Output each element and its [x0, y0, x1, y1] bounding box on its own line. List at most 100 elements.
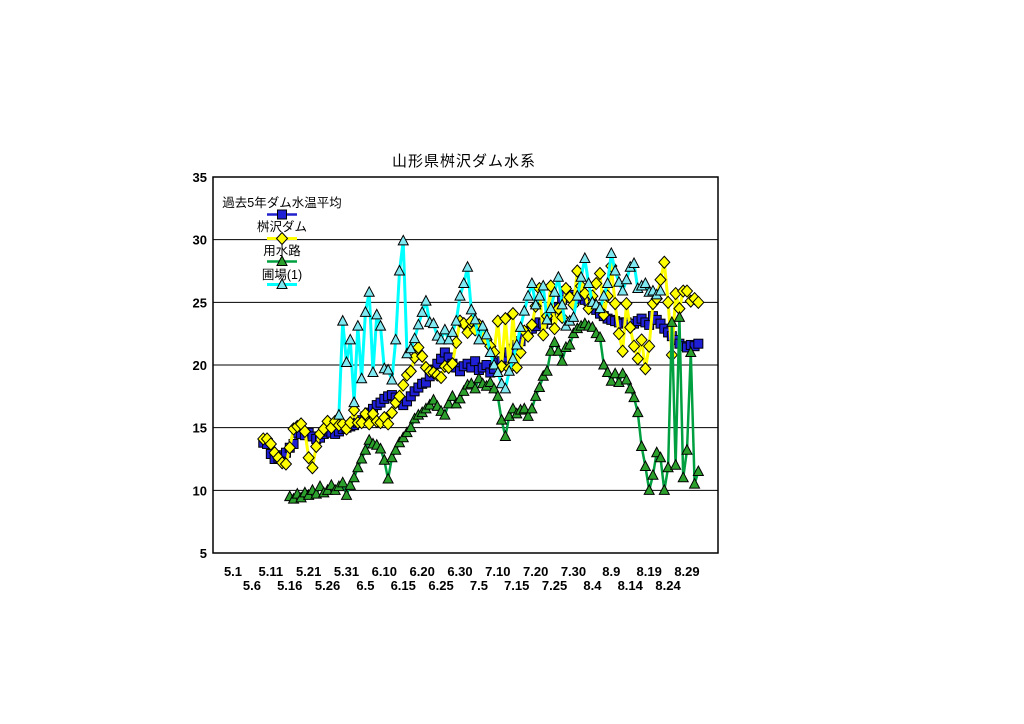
data-point-field-1: [340, 355, 353, 367]
data-point-masuzawa-dam: [608, 296, 622, 311]
data-point-masuzawa-dam: [514, 345, 527, 360]
data-point-irrigation-canal: [597, 358, 610, 370]
data-point-masuzawa-dam: [412, 340, 425, 355]
data-point-field-1: [359, 305, 372, 317]
data-point-masuzawa-dam: [627, 339, 641, 353]
data-point-irrigation-canal: [601, 365, 614, 378]
data-point-field-1: [393, 264, 406, 276]
data-point-field-1: [541, 313, 553, 325]
data-point-irrigation-canal: [348, 471, 360, 483]
data-point-field-1: [510, 338, 523, 350]
data-point-field-1: [533, 289, 546, 301]
data-point-field-1: [454, 289, 466, 301]
legend-marker-past-5yr-dam-average: [277, 209, 287, 220]
plot-border: [212, 176, 719, 554]
data-point-field-1: [336, 314, 349, 326]
data-point-field-1: [582, 276, 595, 289]
data-point-irrigation-canal: [624, 382, 637, 394]
data-point-irrigation-canal: [382, 472, 394, 484]
data-point-field-1: [526, 276, 538, 289]
x-axis-label-8.4: 8.4: [583, 578, 602, 593]
data-point-field-1: [348, 396, 360, 408]
y-axis-label-15: 15: [193, 421, 207, 436]
data-point-irrigation-canal: [442, 397, 455, 409]
data-point-irrigation-canal: [563, 338, 576, 350]
data-point-field-1: [480, 328, 493, 340]
data-point-masuzawa-dam: [393, 389, 406, 404]
legend-label-field-1: 圃場(1): [262, 268, 302, 282]
data-point-field-1: [507, 352, 519, 364]
data-point-field-1: [492, 365, 504, 378]
data-point-irrigation-canal: [609, 367, 621, 379]
data-point-field-1: [355, 372, 368, 384]
data-point-irrigation-canal: [439, 408, 451, 420]
data-point-masuzawa-dam: [548, 321, 561, 336]
data-point-masuzawa-dam: [506, 306, 520, 321]
x-axis-label-5.26: 5.26: [315, 578, 340, 593]
data-point-field-1: [469, 313, 481, 325]
data-point-masuzawa-dam: [434, 370, 448, 385]
data-point-irrigation-canal: [427, 393, 440, 405]
data-point-field-1: [544, 302, 557, 314]
data-point-irrigation-canal: [492, 389, 504, 401]
data-point-irrigation-canal: [556, 354, 568, 366]
data-point-masuzawa-dam: [680, 284, 694, 298]
data-point-field-1: [552, 270, 565, 282]
data-point-irrigation-canal: [673, 310, 686, 322]
x-axis-label-6.20: 6.20: [410, 564, 435, 579]
legend-item-masuzawa-dam: 桝沢ダム: [257, 219, 307, 246]
data-point-masuzawa-dam: [537, 328, 550, 342]
x-axis-label-6.5: 6.5: [356, 578, 374, 593]
data-point-irrigation-canal: [336, 476, 349, 488]
data-point-masuzawa-dam: [381, 417, 395, 431]
data-point-irrigation-canal: [541, 364, 553, 376]
legend-marker-field-1: [276, 277, 288, 289]
data-point-field-1: [499, 382, 512, 394]
data-point-field-1: [514, 320, 527, 332]
data-point-field-1: [404, 342, 417, 354]
data-point-irrigation-canal: [658, 483, 671, 495]
chart-title: 山形県桝沢ダム水系: [392, 153, 536, 170]
data-point-masuzawa-dam: [446, 357, 459, 371]
data-point-irrigation-canal: [631, 406, 644, 418]
data-point-field-1: [548, 285, 561, 297]
data-point-field-1: [427, 317, 440, 329]
data-point-irrigation-canal: [446, 389, 459, 401]
data-point-masuzawa-dam: [510, 360, 523, 375]
data-point-field-1: [408, 332, 421, 344]
y-axis-label-5: 5: [200, 546, 207, 561]
data-point-field-1: [529, 298, 542, 310]
data-point-field-1: [616, 284, 629, 296]
data-point-masuzawa-dam: [620, 296, 633, 311]
data-point-irrigation-canal: [643, 483, 655, 495]
data-point-masuzawa-dam: [397, 378, 410, 392]
data-point-masuzawa-dam: [612, 326, 626, 341]
data-point-field-1: [537, 279, 550, 291]
data-point-irrigation-canal: [605, 374, 618, 386]
data-point-irrigation-canal: [518, 402, 531, 414]
data-point-irrigation-canal: [457, 384, 470, 396]
x-axis-label-5.31: 5.31: [334, 564, 359, 579]
data-point-field-1: [389, 333, 402, 345]
series-field-1: [333, 234, 667, 420]
data-point-masuzawa-dam: [355, 415, 368, 430]
data-point-irrigation-canal: [484, 375, 497, 388]
data-point-irrigation-canal: [310, 487, 323, 499]
data-point-irrigation-canal: [586, 320, 599, 332]
data-point-field-1: [605, 246, 618, 258]
data-point-masuzawa-dam: [639, 362, 652, 376]
data-point-irrigation-canal: [404, 421, 417, 433]
legend-item-past-5yr-dam-average: 過去5年ダム水温平均: [222, 195, 342, 220]
data-point-irrigation-canal: [526, 402, 538, 414]
data-point-irrigation-canal: [684, 345, 697, 357]
data-point-masuzawa-dam: [658, 255, 671, 269]
data-point-field-1: [518, 304, 531, 316]
legend-label-irrigation-canal: 用水路: [263, 243, 301, 258]
data-point-masuzawa-dam: [347, 403, 361, 417]
data-point-field-1: [457, 276, 470, 289]
x-axis-label-5.11: 5.11: [259, 564, 284, 579]
data-point-masuzawa-dam: [283, 440, 296, 455]
x-axis-label-8.9: 8.9: [602, 564, 620, 579]
